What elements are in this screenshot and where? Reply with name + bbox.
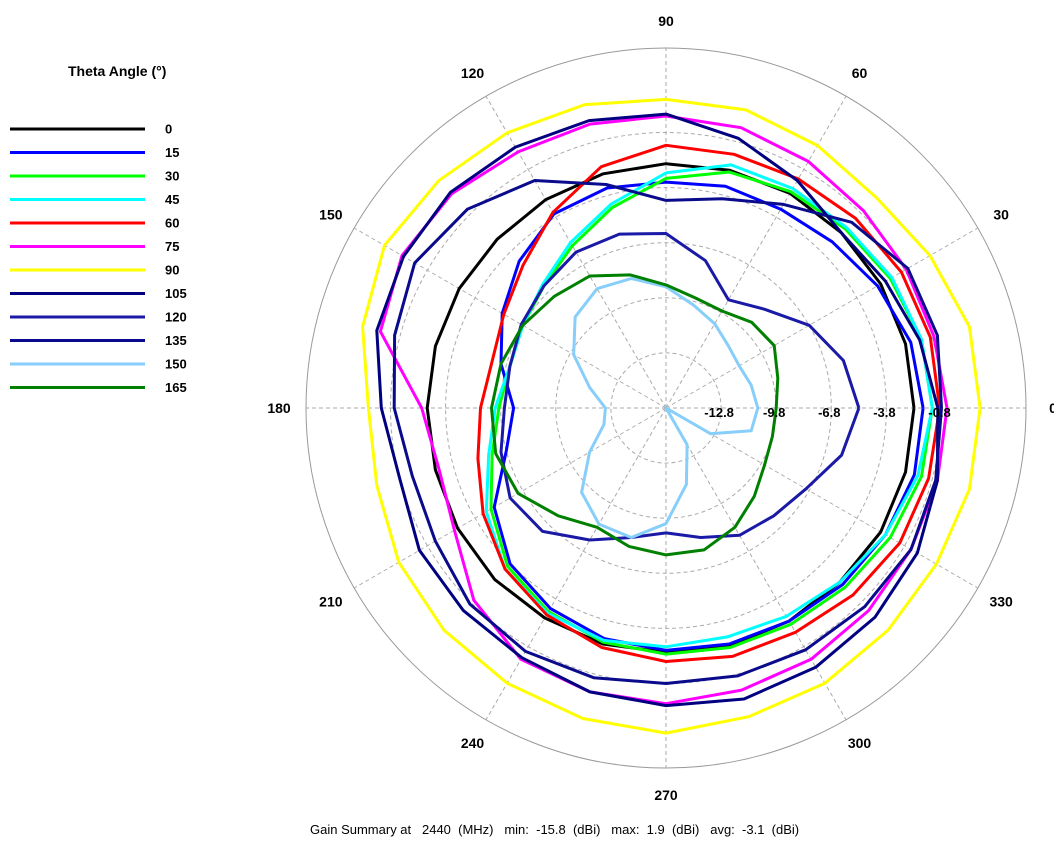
series-line-60 (476, 143, 942, 663)
angle-label: 240 (461, 735, 485, 751)
angle-label: 120 (461, 65, 485, 81)
spoke-330 (665, 407, 979, 589)
legend-label: 45 (165, 192, 179, 207)
spoke-210 (353, 407, 667, 589)
legend: 0 15 30 45 60 75 90 105 120 135 150 165 (10, 122, 187, 395)
series-line-105 (375, 112, 940, 708)
angle-label: 180 (267, 400, 291, 416)
radial-tick-label: -6.8 (818, 405, 840, 420)
legend-label: 120 (165, 310, 187, 325)
legend-title: Theta Angle (°) (68, 63, 167, 79)
radial-tick-labels: -12.8 -9.8 -6.8 -3.8 -0.8 (704, 405, 950, 420)
angle-label: 30 (993, 207, 1009, 223)
gain-summary: Gain Summary at 2440 (MHz) min: -15.8 (d… (310, 822, 800, 837)
legend-label: 75 (165, 239, 179, 254)
angle-label: 150 (319, 207, 343, 223)
series-line-45 (484, 163, 934, 649)
radial-tick-label: -12.8 (704, 405, 734, 420)
series-line-150 (572, 277, 760, 539)
legend-label: 150 (165, 357, 187, 372)
angle-label: 300 (848, 735, 872, 751)
angle-labels: 0 30 60 90 120 150 180 210 240 270 300 330 (267, 13, 1054, 803)
legend-label: 165 (165, 380, 187, 395)
spoke-30 (665, 227, 979, 409)
angle-label: 60 (852, 65, 868, 81)
series-line-30 (489, 170, 934, 656)
angle-label: 0 (1049, 400, 1054, 416)
angle-label: 330 (989, 594, 1013, 610)
spoke-120 (485, 95, 667, 409)
angle-label: 210 (319, 594, 343, 610)
legend-label: 135 (165, 333, 187, 348)
legend-label: 0 (165, 122, 172, 137)
spoke-240 (485, 407, 667, 721)
spoke-150 (353, 227, 667, 409)
radial-tick-label: -3.8 (873, 405, 895, 420)
legend-label: 15 (165, 145, 179, 160)
series-line-120 (499, 232, 861, 542)
radial-tick-label: -9.8 (763, 405, 785, 420)
grid-circle-0 (610, 352, 722, 464)
angle-label: 90 (658, 13, 674, 29)
series-line-75 (378, 114, 949, 706)
radial-tick-label: -0.8 (928, 405, 950, 420)
legend-label: 60 (165, 216, 179, 231)
legend-label: 90 (165, 263, 179, 278)
legend-label: 30 (165, 169, 179, 184)
spoke-300 (665, 407, 847, 721)
series-lines (361, 97, 982, 735)
angle-label: 270 (654, 787, 678, 803)
series-line-165 (490, 273, 780, 557)
legend-label: 105 (165, 286, 187, 301)
spoke-60 (665, 95, 847, 409)
series-line-15 (492, 180, 925, 652)
series-line-135 (392, 179, 943, 685)
series-line-90 (361, 97, 982, 735)
grid-circle-2 (500, 242, 832, 574)
